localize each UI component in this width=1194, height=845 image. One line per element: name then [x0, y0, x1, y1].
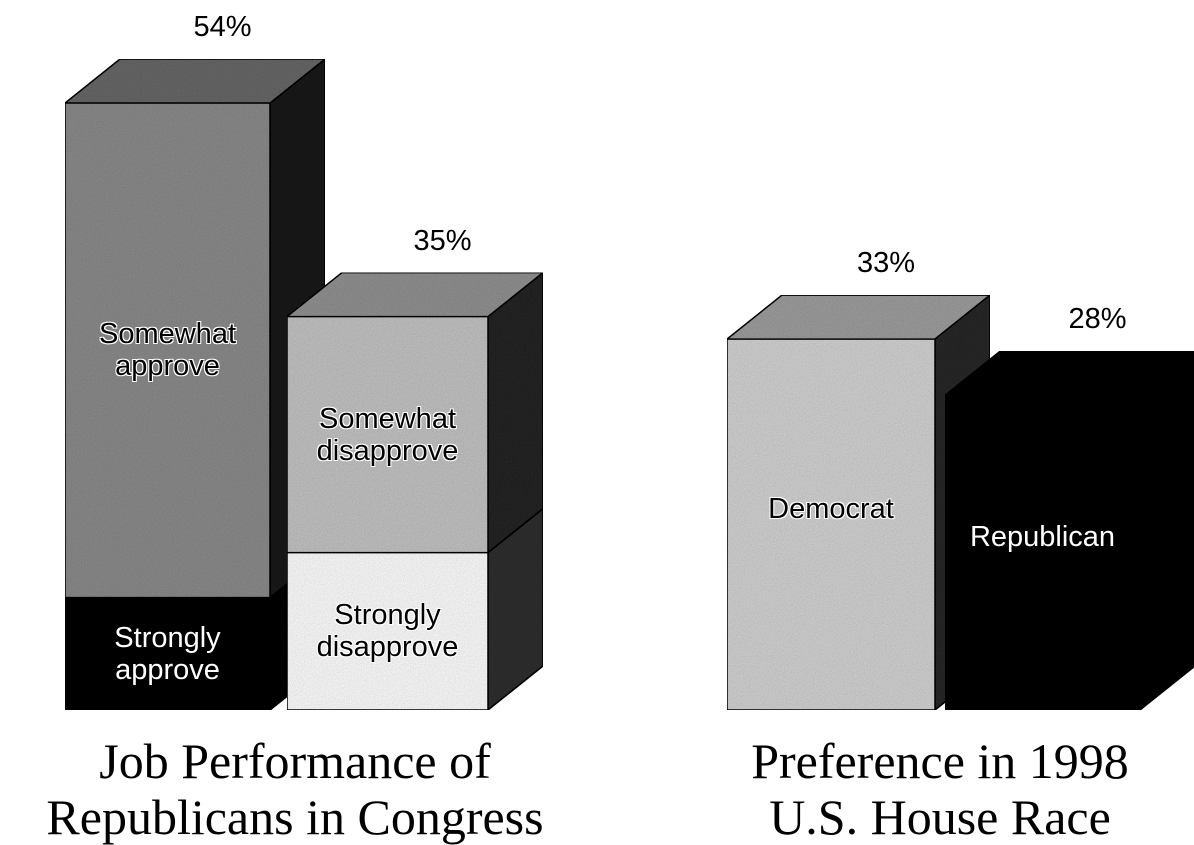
bar-top — [284, 271, 546, 318]
value-label: 35% — [413, 224, 472, 257]
bar-segment — [286, 551, 489, 711]
chart-title: Preference in 1998 U.S. House Race — [751, 733, 1129, 845]
value-label: 33% — [856, 247, 916, 280]
bar-side — [487, 271, 544, 555]
bar-segment — [726, 338, 936, 711]
segment-label: Strongly disapprove — [316, 599, 459, 664]
value-label: 28% — [1068, 303, 1127, 336]
segment-label: Somewhat disapprove — [316, 402, 459, 467]
bar-segment — [64, 102, 271, 599]
chart-title: Job Performance of Republicans in Congre… — [46, 733, 544, 845]
segment-label: Somewhat approve — [98, 318, 236, 383]
bar-side — [1139, 351, 1194, 712]
bar-segment — [64, 596, 271, 711]
value-label: 54% — [193, 11, 252, 44]
bar-top — [62, 58, 328, 104]
segment-label: Democrat — [768, 492, 894, 525]
bar-segment — [286, 315, 489, 554]
segment-label: Republican — [969, 520, 1116, 553]
segment-label: Strongly approve — [114, 621, 221, 686]
bar-segment — [944, 394, 1141, 711]
